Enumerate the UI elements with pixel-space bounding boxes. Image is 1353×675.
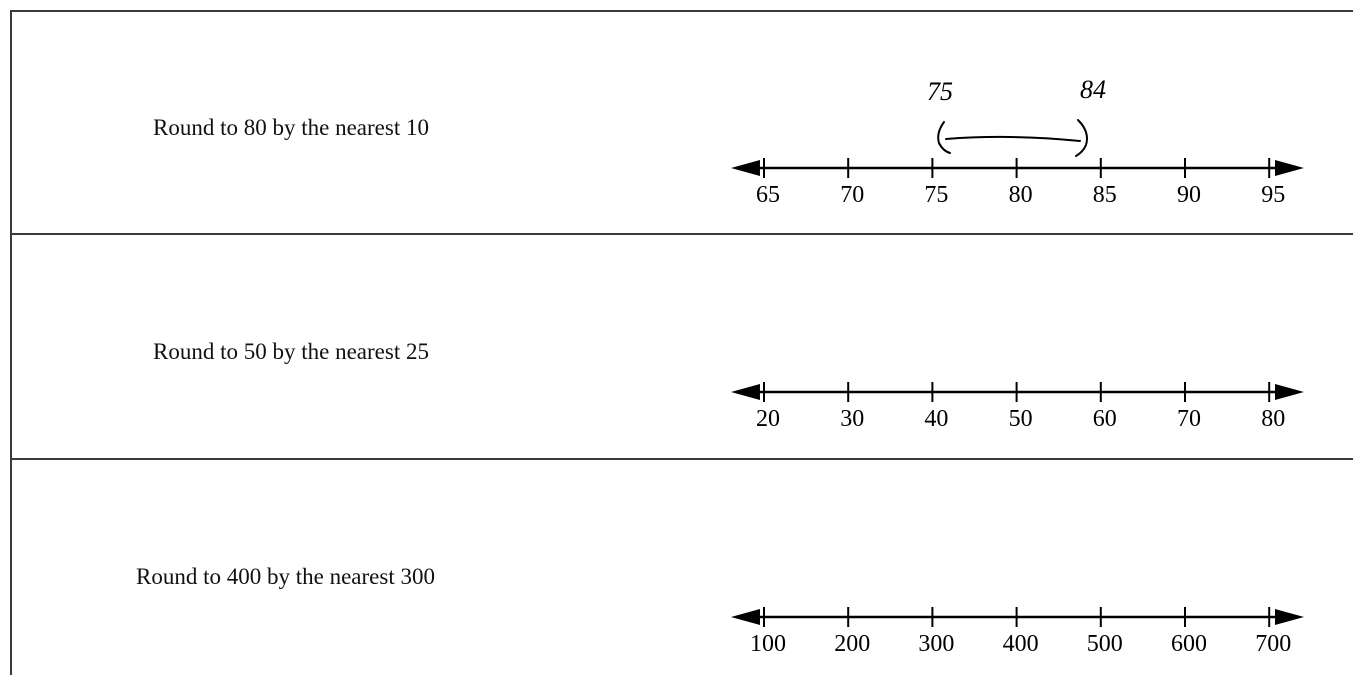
row-divider-1 <box>10 233 1353 235</box>
tick-label: 80 <box>1261 406 1285 432</box>
right-arrowhead-icon <box>1275 160 1304 176</box>
tick-label: 85 <box>1093 182 1117 208</box>
right-arrowhead-icon <box>1275 609 1304 625</box>
tick-label: 40 <box>924 406 948 432</box>
tick-label: 95 <box>1261 182 1285 208</box>
handwritten-high-label: 84 <box>1080 75 1106 104</box>
frame-top-border <box>10 10 1353 12</box>
tick-label: 100 <box>750 631 786 657</box>
right-arrowhead-icon <box>1275 384 1304 400</box>
row-3-axis <box>731 609 1304 625</box>
tick-label: 65 <box>756 182 780 208</box>
tick-label: 400 <box>1003 631 1039 657</box>
row-1-number-line: 65 70 75 80 85 90 95 75 84 <box>731 75 1304 208</box>
row-2-ticks: 20 30 40 50 60 70 80 <box>756 382 1285 432</box>
row-3-number-line: 100 200 300 400 500 600 700 <box>731 607 1304 657</box>
row-divider-2 <box>10 458 1353 460</box>
row-3-ticks: 100 200 300 400 500 600 700 <box>750 607 1291 657</box>
tick-label: 30 <box>840 406 864 432</box>
tick-label: 70 <box>1177 406 1201 432</box>
tick-label: 80 <box>1009 182 1033 208</box>
tick-label: 20 <box>756 406 780 432</box>
handwritten-low-label: 75 <box>927 77 953 106</box>
row-1-ticks: 65 70 75 80 85 90 95 <box>756 158 1285 208</box>
row-3-prompt: Round to 400 by the nearest 300 <box>136 564 435 589</box>
tick-label: 70 <box>840 182 864 208</box>
tick-label: 90 <box>1177 182 1201 208</box>
row-1-prompt: Round to 80 by the nearest 10 <box>153 115 429 140</box>
row-2-number-line: 20 30 40 50 60 70 80 <box>731 382 1304 432</box>
row-2-prompt: Round to 50 by the nearest 25 <box>153 339 429 364</box>
frame-left-border <box>10 10 12 675</box>
tick-label: 50 <box>1009 406 1033 432</box>
tick-label: 60 <box>1093 406 1117 432</box>
tick-label: 200 <box>834 631 870 657</box>
left-arrowhead-icon <box>731 160 760 176</box>
left-arrowhead-icon <box>731 384 760 400</box>
row-1-axis <box>731 160 1304 176</box>
row-2-axis <box>731 384 1304 400</box>
left-arrowhead-icon <box>731 609 760 625</box>
handwritten-range-annotation <box>937 119 1088 157</box>
tick-label: 300 <box>918 631 954 657</box>
tick-label: 600 <box>1171 631 1207 657</box>
tick-label: 700 <box>1255 631 1291 657</box>
tick-label: 75 <box>924 182 948 208</box>
tick-label: 500 <box>1087 631 1123 657</box>
